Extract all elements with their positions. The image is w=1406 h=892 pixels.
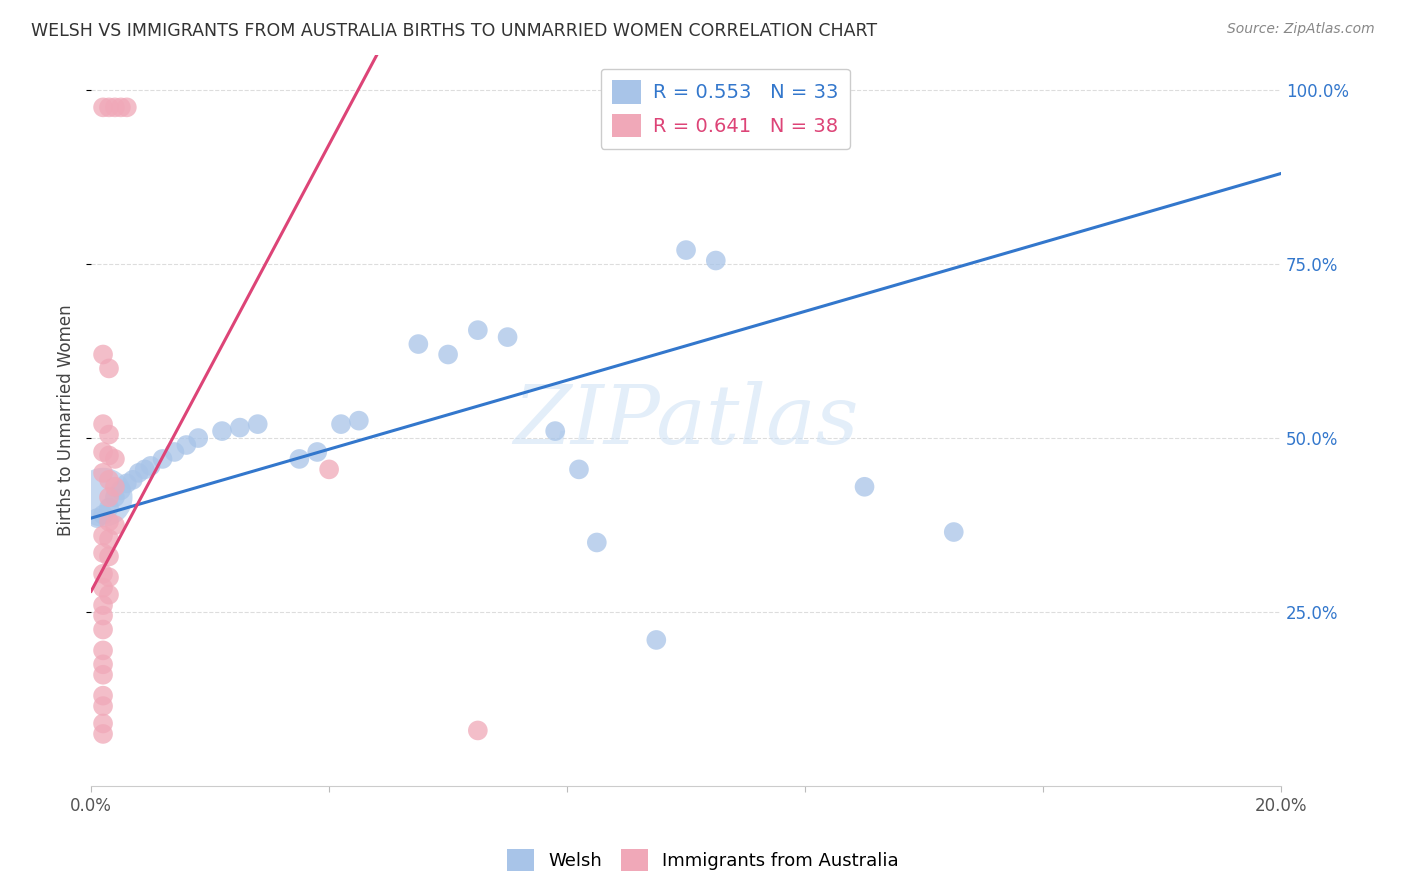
Point	[496, 330, 519, 344]
Point	[467, 323, 489, 337]
Point	[330, 417, 353, 431]
Point	[98, 427, 121, 442]
Point	[121, 473, 143, 487]
Point	[98, 449, 121, 463]
Point	[408, 337, 430, 351]
Point	[98, 500, 121, 515]
Point	[91, 100, 114, 114]
Point	[91, 699, 114, 714]
Point	[853, 480, 876, 494]
Point	[288, 451, 311, 466]
Point	[104, 518, 127, 533]
Point	[211, 424, 233, 438]
Point	[104, 100, 127, 114]
Y-axis label: Births to Unmarried Women: Births to Unmarried Women	[58, 305, 75, 536]
Point	[163, 445, 186, 459]
Point	[568, 462, 591, 476]
Point	[91, 466, 114, 480]
Point	[110, 483, 132, 498]
Point	[91, 689, 114, 703]
Point	[675, 243, 697, 257]
Point	[347, 414, 370, 428]
Legend: R = 0.553   N = 33, R = 0.641   N = 38: R = 0.553 N = 33, R = 0.641 N = 38	[600, 69, 851, 149]
Point	[91, 347, 114, 361]
Point	[98, 361, 121, 376]
Point	[91, 581, 114, 595]
Point	[98, 100, 121, 114]
Point	[187, 431, 209, 445]
Point	[115, 100, 138, 114]
Text: WELSH VS IMMIGRANTS FROM AUSTRALIA BIRTHS TO UNMARRIED WOMEN CORRELATION CHART: WELSH VS IMMIGRANTS FROM AUSTRALIA BIRTH…	[31, 22, 877, 40]
Point	[91, 643, 114, 657]
Point	[585, 535, 607, 549]
Point	[98, 549, 121, 564]
Point	[91, 417, 114, 431]
Point	[229, 420, 252, 434]
Point	[91, 490, 114, 504]
Point	[98, 515, 121, 529]
Point	[91, 508, 114, 522]
Point	[139, 458, 162, 473]
Point	[98, 473, 121, 487]
Point	[91, 528, 114, 542]
Point	[98, 532, 121, 546]
Point	[91, 716, 114, 731]
Point	[128, 466, 150, 480]
Point	[91, 657, 114, 672]
Point	[98, 490, 121, 504]
Point	[246, 417, 269, 431]
Point	[91, 546, 114, 560]
Point	[152, 451, 174, 466]
Point	[942, 524, 965, 539]
Point	[91, 608, 114, 623]
Point	[704, 253, 727, 268]
Point	[91, 667, 114, 681]
Point	[91, 445, 114, 459]
Point	[318, 462, 340, 476]
Point	[98, 570, 121, 584]
Point	[104, 451, 127, 466]
Point	[437, 347, 460, 361]
Point	[104, 490, 127, 504]
Text: ZIPatlas: ZIPatlas	[513, 381, 859, 460]
Point	[307, 445, 329, 459]
Point	[104, 480, 127, 494]
Point	[115, 476, 138, 491]
Point	[91, 566, 114, 581]
Point	[467, 723, 489, 738]
Point	[134, 462, 156, 476]
Point	[86, 511, 108, 525]
Point	[91, 623, 114, 637]
Point	[98, 588, 121, 602]
Text: Source: ZipAtlas.com: Source: ZipAtlas.com	[1227, 22, 1375, 37]
Legend: Welsh, Immigrants from Australia: Welsh, Immigrants from Australia	[501, 842, 905, 879]
Point	[110, 100, 132, 114]
Point	[91, 727, 114, 741]
Point	[645, 632, 668, 647]
Point	[176, 438, 198, 452]
Point	[91, 598, 114, 612]
Point	[544, 424, 567, 438]
